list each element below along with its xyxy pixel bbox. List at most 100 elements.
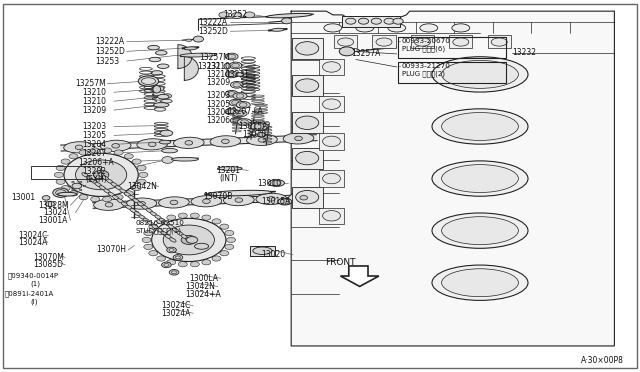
Circle shape — [190, 213, 199, 218]
Circle shape — [227, 237, 236, 243]
Ellipse shape — [100, 140, 131, 151]
Ellipse shape — [148, 221, 154, 226]
Circle shape — [323, 173, 340, 184]
Circle shape — [164, 94, 172, 98]
Ellipse shape — [289, 192, 319, 203]
Circle shape — [296, 151, 319, 165]
Circle shape — [102, 148, 111, 153]
Circle shape — [225, 244, 234, 250]
Text: 13205: 13205 — [82, 131, 106, 140]
Text: 13210: 13210 — [206, 62, 230, 71]
Text: 13257M: 13257M — [76, 79, 106, 88]
Bar — [250, 246, 275, 256]
Circle shape — [170, 200, 178, 205]
Circle shape — [268, 197, 275, 201]
Ellipse shape — [138, 76, 159, 86]
Text: 13015A: 13015A — [261, 197, 291, 206]
Circle shape — [167, 215, 176, 220]
Text: STUDスタッド(1): STUDスタッド(1) — [136, 227, 182, 234]
Ellipse shape — [72, 189, 74, 190]
Ellipse shape — [388, 24, 406, 32]
Circle shape — [181, 235, 196, 244]
Circle shape — [371, 18, 381, 24]
Ellipse shape — [208, 190, 272, 196]
Circle shape — [132, 186, 141, 191]
Circle shape — [257, 132, 265, 137]
Ellipse shape — [432, 265, 528, 301]
Circle shape — [358, 18, 369, 24]
Polygon shape — [178, 45, 192, 68]
Circle shape — [69, 154, 78, 159]
Ellipse shape — [52, 188, 69, 197]
Circle shape — [296, 79, 319, 92]
Text: PLUG プラグ(6): PLUG プラグ(6) — [402, 45, 445, 52]
Ellipse shape — [195, 243, 209, 249]
Ellipse shape — [229, 99, 242, 106]
Bar — [334, 35, 357, 48]
Text: 13207+A: 13207+A — [227, 107, 263, 116]
Circle shape — [64, 153, 138, 196]
Bar — [319, 208, 344, 224]
Ellipse shape — [173, 254, 183, 260]
Ellipse shape — [95, 182, 102, 187]
Circle shape — [114, 195, 123, 200]
Ellipse shape — [161, 231, 167, 235]
Ellipse shape — [58, 192, 77, 196]
Text: 13204: 13204 — [206, 108, 230, 117]
Text: 13024A: 13024A — [161, 309, 191, 318]
Ellipse shape — [324, 24, 342, 32]
Text: 13015A: 13015A — [238, 122, 268, 131]
Text: 13028M: 13028M — [38, 201, 69, 210]
Ellipse shape — [415, 38, 431, 46]
Circle shape — [76, 145, 83, 150]
Text: 13209: 13209 — [82, 106, 106, 115]
Bar — [411, 35, 434, 48]
Text: 13252: 13252 — [223, 10, 246, 19]
Ellipse shape — [82, 173, 88, 177]
Circle shape — [69, 191, 78, 196]
Ellipse shape — [159, 197, 189, 208]
Ellipse shape — [181, 234, 188, 239]
Circle shape — [239, 103, 247, 107]
Ellipse shape — [79, 182, 82, 183]
Circle shape — [132, 159, 141, 164]
Ellipse shape — [338, 38, 354, 46]
Text: 13024: 13024 — [44, 208, 68, 217]
Ellipse shape — [165, 234, 172, 239]
Text: 00933-21270: 00933-21270 — [402, 63, 451, 69]
Ellipse shape — [256, 193, 287, 205]
Circle shape — [233, 118, 241, 123]
Ellipse shape — [225, 108, 238, 115]
Ellipse shape — [99, 186, 106, 190]
Circle shape — [179, 213, 188, 218]
Ellipse shape — [230, 81, 243, 88]
Ellipse shape — [146, 208, 152, 213]
Bar — [292, 112, 323, 133]
Ellipse shape — [141, 78, 156, 84]
Circle shape — [54, 172, 63, 177]
Ellipse shape — [233, 93, 247, 99]
Ellipse shape — [233, 110, 247, 117]
Ellipse shape — [172, 228, 179, 232]
Circle shape — [79, 150, 88, 155]
Ellipse shape — [143, 218, 150, 222]
Bar — [292, 148, 323, 169]
Circle shape — [228, 54, 236, 59]
Circle shape — [323, 99, 340, 109]
Text: 13010: 13010 — [242, 130, 266, 139]
Circle shape — [236, 94, 244, 98]
Ellipse shape — [186, 238, 192, 242]
Ellipse shape — [108, 192, 115, 196]
Ellipse shape — [164, 221, 170, 226]
Ellipse shape — [432, 161, 528, 196]
Text: Ⓦ09340-0014P: Ⓦ09340-0014P — [8, 273, 59, 279]
Text: 13020: 13020 — [261, 250, 285, 259]
Text: 13222A: 13222A — [198, 18, 228, 27]
Ellipse shape — [72, 183, 82, 189]
Ellipse shape — [432, 213, 528, 248]
Ellipse shape — [150, 212, 157, 216]
Circle shape — [179, 262, 188, 267]
Ellipse shape — [149, 57, 161, 62]
Ellipse shape — [177, 231, 183, 235]
Ellipse shape — [120, 189, 126, 193]
